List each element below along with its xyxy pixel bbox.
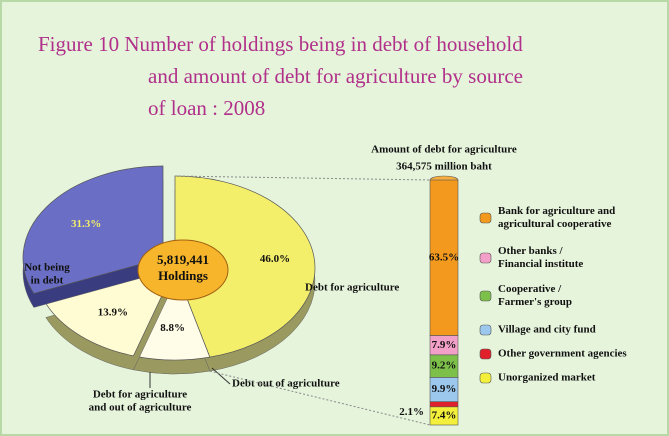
bar-segment bbox=[429, 377, 459, 403]
label: Village and city fund bbox=[498, 324, 596, 336]
value-label: 7.9% bbox=[432, 339, 457, 351]
pie-slice bbox=[45, 267, 176, 357]
label: and out of agriculture bbox=[89, 402, 192, 414]
label: Other government agencies bbox=[498, 348, 627, 360]
bar-segment bbox=[429, 406, 459, 426]
title-line: Figure 10 Number of holdings being in de… bbox=[38, 32, 523, 56]
center-disc bbox=[137, 239, 229, 301]
label: 364,575 million baht bbox=[396, 161, 492, 173]
value-label: 7.4% bbox=[432, 409, 457, 421]
legend-swatch bbox=[479, 290, 492, 302]
value-label: 46.0% bbox=[260, 253, 290, 265]
legend-swatch bbox=[479, 372, 492, 384]
value-label: 2.1% bbox=[399, 406, 424, 418]
label: 5,819,441 bbox=[157, 252, 209, 267]
label: agricultural cooperative bbox=[498, 218, 611, 230]
label: Bank for agriculture and bbox=[498, 205, 615, 217]
label: Amount of debt for agriculture bbox=[371, 144, 517, 156]
legend-swatch bbox=[479, 212, 492, 224]
value-label: 31.3% bbox=[71, 218, 101, 230]
connector bbox=[174, 175, 431, 181]
value-label: 9.2% bbox=[432, 360, 457, 372]
label: Not being bbox=[24, 262, 70, 274]
label: in debt bbox=[31, 275, 64, 287]
bar-segment bbox=[429, 179, 459, 336]
title-line: of loan : 2008 bbox=[148, 96, 265, 120]
legend-swatch bbox=[479, 252, 492, 264]
legend-swatch bbox=[479, 324, 492, 336]
pie-slice bbox=[174, 175, 316, 358]
connector bbox=[209, 370, 431, 426]
leader-line bbox=[211, 367, 231, 385]
label: Other banks / bbox=[498, 245, 564, 257]
value-label: 8.8% bbox=[160, 322, 185, 334]
label: Farmer's group bbox=[498, 296, 572, 308]
label: Unorganized market bbox=[498, 372, 596, 384]
label: Holdings bbox=[158, 268, 208, 283]
label: Financial institute bbox=[498, 258, 583, 270]
label: Debt out of agriculture bbox=[232, 378, 340, 390]
label: Debt for agriculture bbox=[305, 282, 399, 294]
title-line: and amount of debt for agriculture by so… bbox=[148, 64, 523, 88]
label: Cooperative / bbox=[498, 283, 562, 295]
value-label: 13.9% bbox=[98, 306, 128, 318]
legend-swatch bbox=[479, 348, 492, 360]
value-label: 63.5% bbox=[429, 251, 459, 263]
label: Debt for agriculture bbox=[93, 389, 187, 401]
value-label: 9.9% bbox=[432, 383, 457, 395]
pie-slice bbox=[22, 165, 164, 294]
bar-segment bbox=[429, 401, 459, 408]
